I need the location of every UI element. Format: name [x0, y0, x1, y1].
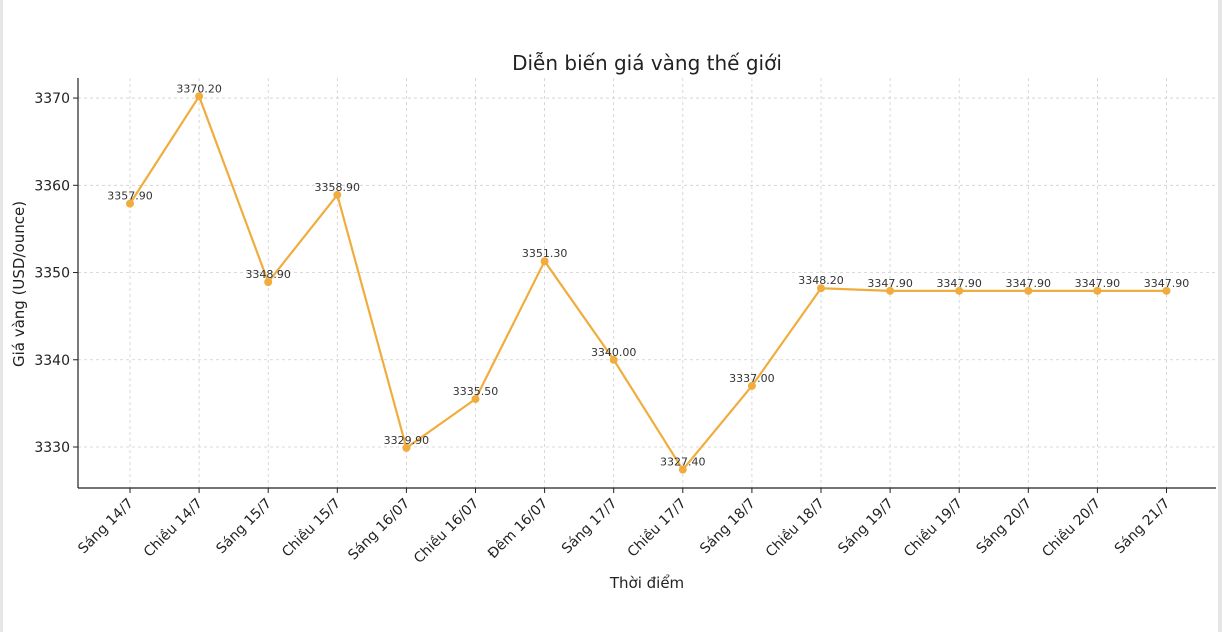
- y-tick-label: 3340: [34, 353, 70, 369]
- x-tick-label: Chiều 19/7: [900, 495, 966, 561]
- y-tick-labels: 3330 3340 3350 3360 3370: [34, 91, 70, 456]
- data-label: 3358.90: [315, 181, 361, 194]
- data-label: 3327.40: [660, 456, 706, 469]
- data-point: [886, 286, 895, 295]
- grid: [78, 78, 1216, 488]
- data-label: 3347.90: [867, 277, 913, 290]
- left-border: [0, 0, 3, 632]
- series-line: [129, 95, 1167, 471]
- data-point: [402, 443, 411, 452]
- y-axis-label: Giá vàng (USD/ounce): [10, 201, 28, 367]
- data-point: [817, 284, 825, 293]
- x-axis-label: Thời điểm: [609, 574, 684, 592]
- data-point: [747, 381, 756, 390]
- data-label: 3347.90: [1144, 277, 1190, 290]
- data-point: [955, 286, 964, 295]
- x-tick-label: Sáng 20/7: [974, 496, 1036, 558]
- data-label: 3335.50: [453, 385, 499, 398]
- x-tick-label: Đêm 16/07: [485, 496, 551, 562]
- data-label: 3347.90: [1075, 277, 1121, 290]
- y-tick-label: 3360: [34, 178, 70, 194]
- x-tick-label: Sáng 18/7: [697, 496, 759, 558]
- x-tick-label: Chiều 18/7: [762, 495, 828, 561]
- y-tick-label: 3350: [34, 266, 70, 282]
- data-point: [471, 395, 480, 404]
- y-tick-label: 3370: [34, 91, 70, 107]
- data-label: 3347.90: [1006, 277, 1052, 290]
- x-tick-label: Sáng 21/7: [1112, 496, 1174, 558]
- right-border: [1218, 0, 1222, 632]
- data-label: 3357.90: [107, 190, 153, 203]
- data-point: [264, 278, 273, 287]
- x-tick-label: Sáng 14/7: [75, 496, 137, 558]
- data-point: [609, 355, 618, 364]
- x-tick-label: Chiều 16/07: [410, 495, 482, 567]
- data-point: [126, 199, 134, 208]
- axes: [73, 78, 1216, 493]
- chart-title: Diễn biến giá vàng thế giới: [512, 51, 782, 75]
- x-tick-label: Sáng 19/7: [835, 496, 897, 558]
- data-label: 3337.00: [729, 372, 775, 385]
- data-point: [195, 92, 204, 101]
- data-label: 3370.20: [176, 82, 222, 95]
- data-point: [1093, 286, 1102, 295]
- y-tick-label: 3330: [34, 440, 70, 456]
- data-label: 3351.30: [522, 247, 568, 260]
- data-label: 3348.90: [245, 268, 291, 281]
- data-label: 3347.90: [936, 277, 982, 290]
- data-point: [540, 257, 549, 266]
- x-tick-label: Chiều 20/7: [1039, 495, 1105, 561]
- data-labels: 3357.90 3370.20 3348.90 3358.90 3329.90 3335.…: [107, 82, 1189, 468]
- data-label: 3340.00: [591, 346, 637, 359]
- x-tick-labels: Sáng 14/7 Chiều 14/7 Sáng 15/7 Chiều 15/7 Sá…: [75, 495, 1173, 567]
- data-point: [678, 465, 687, 474]
- x-tick-label: Sáng 16/07: [345, 496, 413, 564]
- x-tick-label: Sáng 15/7: [213, 496, 275, 558]
- price-series: [126, 92, 1171, 474]
- x-tick-label: Chiều 14/7: [140, 495, 206, 561]
- data-label: 3348.20: [798, 274, 844, 287]
- data-point: [1162, 286, 1171, 295]
- x-tick-label: Chiều 17/7: [624, 495, 690, 561]
- data-point: [1024, 286, 1033, 295]
- x-tick-label: Sáng 17/7: [559, 496, 621, 558]
- x-tick-label: Chiều 15/7: [278, 495, 344, 561]
- data-label: 3329.90: [384, 434, 430, 447]
- data-point: [333, 190, 342, 199]
